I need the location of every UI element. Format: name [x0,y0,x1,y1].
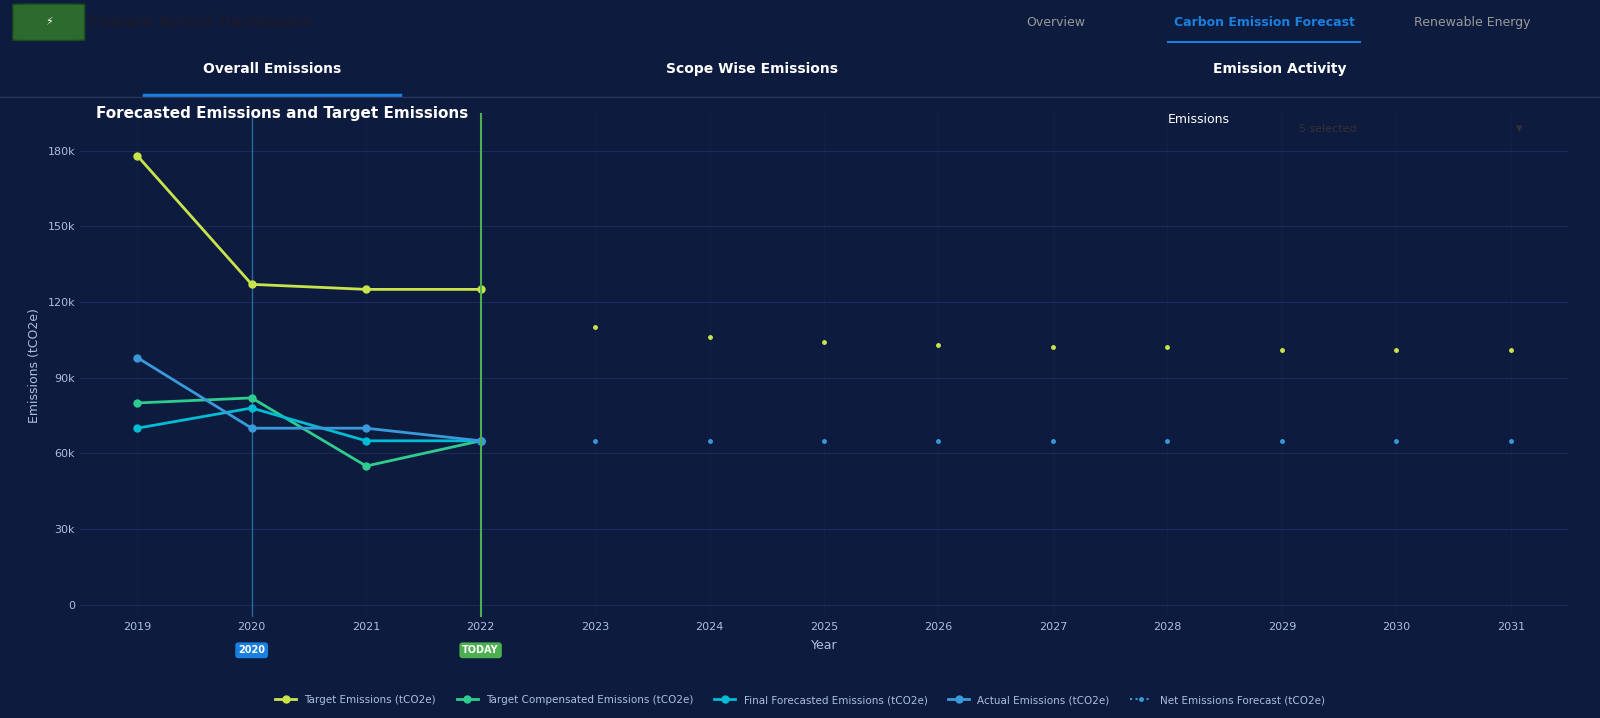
Text: Climate Action Dashboard: Climate Action Dashboard [88,15,310,29]
Text: Emission Activity: Emission Activity [1213,62,1347,75]
Y-axis label: Emissions (tCO2e): Emissions (tCO2e) [27,308,40,422]
Text: Emissions: Emissions [1168,113,1230,126]
FancyBboxPatch shape [13,4,85,40]
Legend: Target Emissions (tCO2e), Target Compensated Emissions (tCO2e), Final Forecasted: Target Emissions (tCO2e), Target Compens… [270,691,1330,709]
Text: Scope Wise Emissions: Scope Wise Emissions [666,62,838,75]
Text: 5 selected: 5 selected [1299,124,1357,134]
Text: Carbon Emission Forecast: Carbon Emission Forecast [1173,16,1355,29]
Text: Renewable Energy: Renewable Energy [1414,16,1530,29]
Text: TODAY: TODAY [462,645,499,656]
Text: ⚡: ⚡ [45,17,53,27]
Text: Overall Emissions: Overall Emissions [203,62,341,75]
Text: Overview: Overview [1027,16,1085,29]
Text: 2020: 2020 [238,645,266,656]
Text: Forecasted Emissions and Target Emissions: Forecasted Emissions and Target Emission… [96,106,469,121]
X-axis label: Year: Year [811,639,837,652]
Text: ▾: ▾ [1515,122,1522,136]
